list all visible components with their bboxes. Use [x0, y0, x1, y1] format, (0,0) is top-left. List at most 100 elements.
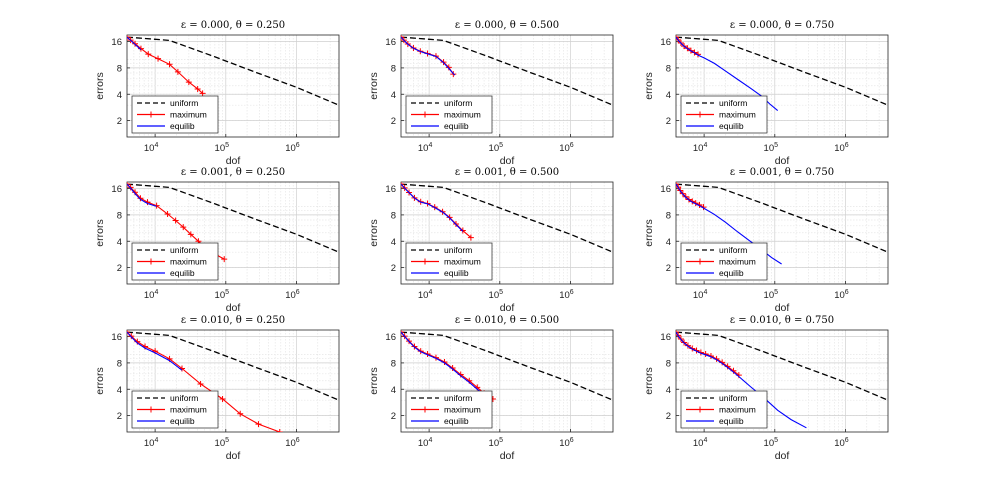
legend-label-uniform: uniform: [170, 245, 198, 255]
legend-marker-maximum: [422, 258, 428, 265]
y-tick-label: 2: [666, 411, 671, 422]
y-tick-label: 2: [117, 116, 122, 127]
y-axis-label: errors: [94, 72, 106, 99]
x-tick-label: 106: [285, 437, 300, 449]
x-tick-label: 104: [693, 289, 708, 301]
x-tick-label-exponent: 4: [703, 437, 707, 444]
data-point-maximum: [128, 333, 135, 340]
data-point-maximum: [194, 85, 201, 92]
legend-label-maximum: maximum: [444, 257, 481, 267]
data-point-maximum: [401, 182, 404, 188]
series-line-equilib: [401, 331, 485, 395]
x-tick-label-base: 10: [693, 143, 704, 154]
x-tick-label-exponent: 6: [845, 437, 849, 444]
x-tick-label-exponent: 5: [225, 289, 229, 296]
legend-label-maximum: maximum: [170, 257, 207, 267]
y-tick-label: 2: [666, 263, 671, 274]
x-tick-label-base: 10: [764, 143, 775, 154]
y-tick-label: 4: [391, 90, 396, 101]
legend-label-equilib: equilib: [719, 268, 744, 278]
y-tick-label: 8: [117, 358, 122, 369]
series-line-uniform: [676, 36, 888, 106]
data-point-maximum: [237, 410, 244, 417]
x-tick-label-base: 10: [764, 290, 775, 301]
x-tick-label: 106: [285, 142, 300, 154]
x-tick-label-base: 10: [489, 438, 500, 449]
x-tick-label: 105: [764, 142, 779, 154]
y-tick-label: 2: [117, 411, 122, 422]
x-tick-label: 106: [559, 142, 574, 154]
legend-label-equilib: equilib: [719, 416, 744, 426]
data-point-maximum: [199, 90, 206, 97]
x-tick-label: 104: [144, 142, 159, 154]
y-tick-label: 16: [660, 37, 671, 48]
y-tick-label: 4: [666, 90, 671, 101]
x-tick-label-base: 10: [834, 290, 845, 301]
subplot-title: ε = 0.010, θ = 0.750: [730, 315, 834, 326]
data-point-maximum: [276, 429, 283, 432]
x-tick-label: 106: [834, 142, 849, 154]
y-tick-label: 4: [117, 237, 122, 248]
data-point-maximum: [445, 64, 452, 71]
subplot-title: ε = 0.010, θ = 0.500: [455, 315, 559, 326]
axes-frame: [126, 329, 340, 433]
x-tick-label-base: 10: [285, 438, 296, 449]
data-point-maximum: [459, 227, 466, 234]
data-point-maximum: [166, 61, 173, 68]
subplot-title: ε = 0.000, θ = 0.250: [181, 20, 285, 31]
data-point-maximum: [127, 330, 130, 336]
axes-frame: [126, 34, 340, 138]
series-group: [401, 330, 613, 402]
legend-marker-maximum: [148, 258, 154, 265]
x-tick-label-base: 10: [764, 438, 775, 449]
x-tick-label: 104: [418, 142, 433, 154]
series-group: [676, 35, 888, 112]
axes-frame: [675, 181, 889, 285]
x-tick-label: 105: [215, 142, 230, 154]
legend-label-uniform: uniform: [719, 393, 747, 403]
subplot-title: ε = 0.000, θ = 0.750: [730, 20, 834, 31]
x-axis-label: dof: [500, 450, 515, 462]
x-tick-label-exponent: 4: [428, 142, 432, 149]
x-tick-label-base: 10: [285, 143, 296, 154]
legend-marker-maximum: [148, 111, 154, 118]
y-tick-label: 8: [117, 63, 122, 74]
data-point-maximum: [401, 35, 404, 41]
y-axis-label: errors: [94, 367, 106, 394]
y-tick-label: 8: [666, 358, 671, 369]
series-line-uniform: [401, 331, 613, 401]
legend-label-uniform: uniform: [719, 245, 747, 255]
data-point-maximum: [155, 55, 162, 62]
x-tick-label-base: 10: [418, 290, 429, 301]
series-line-uniform: [127, 36, 339, 106]
legend-marker-maximum: [697, 111, 703, 118]
axes-frame: [126, 181, 340, 285]
subplot-title: ε = 0.010, θ = 0.250: [181, 315, 285, 326]
x-tick-label-base: 10: [834, 438, 845, 449]
data-point-maximum: [145, 51, 152, 58]
y-tick-label: 4: [117, 90, 122, 101]
y-tick-label: 4: [391, 385, 396, 396]
x-tick-label-exponent: 6: [296, 289, 300, 296]
x-tick-label-base: 10: [144, 438, 155, 449]
series-line-equilib: [401, 183, 464, 232]
x-tick-label: 104: [418, 289, 433, 301]
x-tick-label: 104: [144, 437, 159, 449]
y-tick-label: 2: [391, 263, 396, 274]
x-tick-label-exponent: 5: [225, 437, 229, 444]
x-tick-label: 105: [489, 437, 504, 449]
x-tick-label-base: 10: [559, 143, 570, 154]
x-axis-label: dof: [226, 450, 241, 462]
series-line-uniform: [127, 183, 339, 253]
y-tick-label: 4: [666, 385, 671, 396]
series-line-maximum: [127, 331, 280, 432]
x-tick-label: 104: [418, 437, 433, 449]
